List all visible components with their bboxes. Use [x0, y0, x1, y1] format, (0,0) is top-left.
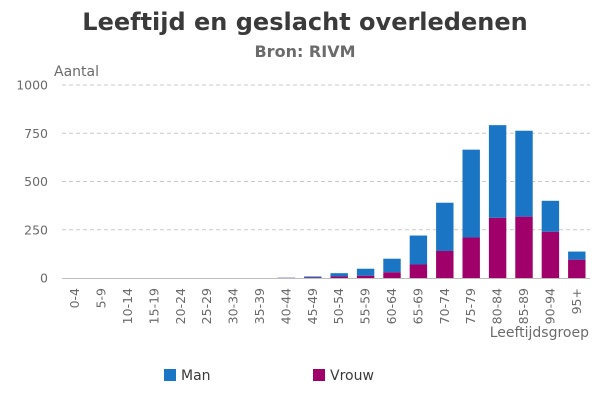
bar-man: [436, 202, 454, 251]
bar-man: [488, 125, 507, 218]
x-tick-label: 40-44: [278, 288, 293, 324]
bar-man: [330, 273, 348, 277]
x-tick-label: 30-34: [226, 288, 241, 324]
bar-vrouw: [568, 259, 586, 278]
chart-title: Leeftijd en geslacht overledenen: [82, 8, 527, 36]
bar-vrouw: [383, 272, 401, 278]
legend-swatch: [164, 369, 176, 381]
legend-item: Man: [164, 368, 211, 384]
y-tick-label: 250: [24, 222, 48, 237]
bar-vrouw: [488, 217, 507, 278]
x-tick-label: 70-74: [437, 288, 452, 324]
gridlines: [62, 84, 590, 231]
bar-vrouw: [356, 275, 375, 278]
x-tick-label: 5-9: [94, 288, 109, 308]
y-axis-title: Aantal: [54, 64, 99, 80]
bar-vrouw: [541, 231, 560, 278]
x-tick-label: 80-84: [490, 288, 505, 324]
x-tick-label: 45-49: [305, 288, 320, 324]
x-tick-label: 60-64: [384, 288, 399, 324]
bar-man: [356, 268, 375, 276]
legend-swatch: [313, 369, 325, 381]
bar-man: [409, 235, 428, 265]
x-tick-label: 10-14: [120, 288, 135, 324]
x-axis-title: Leeftijdsgroep: [490, 325, 589, 341]
bar-vrouw: [330, 276, 348, 278]
bar-man: [304, 276, 322, 278]
legend: Man Vrouw: [164, 368, 374, 384]
bar-man: [568, 251, 586, 260]
bars: [277, 125, 586, 278]
y-tick-label: 750: [24, 126, 48, 141]
bar-vrouw: [462, 237, 480, 278]
bar-vrouw: [436, 250, 454, 278]
bar-vrouw: [304, 277, 322, 278]
x-axis-ticks: 0-4 5-9 10-14 15-19 20-24 25-29 30-34 35-39 40-4…: [67, 288, 584, 324]
bar-man: [462, 149, 480, 238]
x-tick-label: 15-19: [146, 288, 161, 324]
bar-man: [541, 200, 560, 232]
y-axis-ticks: 0 250 500 750 1000: [16, 78, 48, 286]
chart-subtitle: Bron: RIVM: [254, 42, 355, 61]
x-tick-label: 95+: [569, 288, 584, 314]
x-tick-label: 90-94: [542, 288, 557, 324]
legend-item: Vrouw: [313, 368, 374, 384]
x-tick-label: 0-4: [67, 288, 82, 308]
bar-vrouw: [409, 264, 428, 278]
x-tick-label: 20-24: [173, 288, 188, 324]
x-tick-label: 50-54: [331, 288, 346, 324]
bar-man: [515, 130, 533, 217]
x-tick-label: 55-59: [358, 288, 373, 324]
y-tick-label: 0: [40, 271, 48, 286]
x-tick-label: 85-89: [516, 288, 531, 324]
bar-vrouw: [515, 216, 533, 278]
y-tick-label: 500: [24, 174, 48, 189]
x-tick-label: 65-69: [410, 288, 425, 324]
x-tick-label: 75-79: [463, 288, 478, 324]
legend-label: Man: [181, 368, 211, 384]
x-tick-label: 35-39: [252, 288, 267, 324]
y-tick-label: 1000: [16, 78, 48, 93]
bar-man: [383, 258, 401, 273]
legend-label: Vrouw: [330, 368, 374, 384]
x-tick-label: 25-29: [199, 288, 214, 324]
